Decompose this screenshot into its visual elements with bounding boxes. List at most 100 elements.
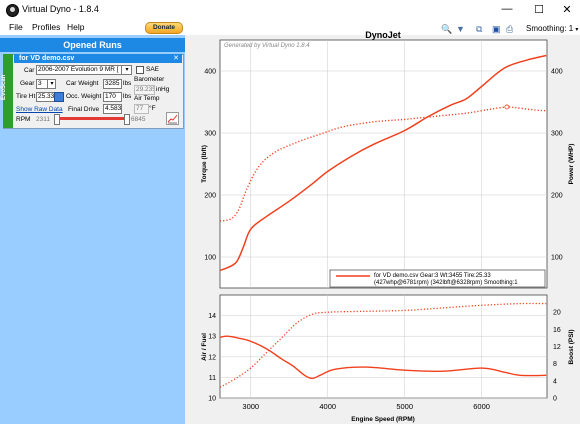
air-fuel-axis-label: Air / Fuel <box>201 333 208 361</box>
air-fuel-tick-label: 13 <box>208 334 216 341</box>
run-chart-icon[interactable] <box>166 112 179 125</box>
close-run-icon[interactable]: ✕ <box>173 55 179 62</box>
smoothing-dropdown[interactable]: Smoothing: 1 ▾ <box>526 24 578 33</box>
afr-boost-plot-area <box>219 294 548 399</box>
rpm-max-value: 6845 <box>131 116 146 123</box>
boost-curve <box>219 302 547 388</box>
chevron-down-icon: ▾ <box>575 27 579 33</box>
gear-select-value: 3 <box>38 80 42 87</box>
tire-calculator-icon[interactable] <box>54 92 64 102</box>
dyno-title: DynoJet <box>365 30 401 40</box>
print-icon[interactable]: ⎙ <box>506 24 514 34</box>
afr-boost-tick-labels: 10 11 12 13 14 0 4 8 12 16 20 3000 4000 5000 6000 <box>208 310 561 411</box>
car-weight-unit: lbs <box>123 80 132 87</box>
gear-dropdown-button[interactable]: ▾ <box>47 79 56 89</box>
car-weight-label: Car Weight <box>66 80 99 87</box>
power-curve <box>219 54 547 272</box>
title-bar <box>0 0 580 19</box>
power-tick-label: 200 <box>551 193 563 200</box>
rpm-tick-label: 6000 <box>473 402 490 411</box>
air-temp-label: Air Temp <box>134 95 160 102</box>
dyno-plot-area <box>219 39 548 289</box>
car-weight-input[interactable]: 3285 <box>103 79 122 89</box>
donate-button[interactable]: Donate <box>145 22 183 34</box>
car-select-value: 2006-2007 Evolution 9 MR [ <box>38 66 119 73</box>
sae-checkbox[interactable] <box>136 66 144 74</box>
copy-icon[interactable]: ⧉ <box>476 24 483 34</box>
sae-label: SAE <box>146 66 160 73</box>
barometer-input[interactable]: 29.235 <box>134 85 155 95</box>
occ-weight-input[interactable]: 170 <box>103 92 122 102</box>
chart-line-icon <box>167 114 178 124</box>
window-title: Virtual Dyno - 1.8.4 <box>22 4 99 14</box>
air-fuel-tick-label: 10 <box>208 396 216 403</box>
zoom-icon[interactable]: 🔍 <box>441 24 453 34</box>
legend-box <box>329 269 546 288</box>
boost-tick-label: 8 <box>553 361 557 368</box>
power-tick-label: 400 <box>551 69 563 76</box>
afr-boost-grid <box>220 295 547 399</box>
chevron-down-icon: ▾ <box>50 81 54 87</box>
engine-speed-axis-label: Engine Speed (RPM) <box>351 416 415 423</box>
torque-tick-label: 200 <box>204 193 216 200</box>
maximize-button[interactable]: ☐ <box>534 4 544 16</box>
dyno-series <box>219 54 547 272</box>
rpm-max-handle[interactable] <box>124 114 130 125</box>
save-icon[interactable]: ▣ <box>492 24 501 34</box>
air-fuel-tick-label: 12 <box>208 354 216 361</box>
gear-label: Gear <box>20 80 35 87</box>
air-temp-input[interactable]: 77 <box>134 104 149 114</box>
torque-tick-label: 100 <box>204 255 216 262</box>
air-fuel-curve <box>219 335 547 380</box>
barometer-unit: inHg <box>156 86 170 93</box>
legend-line1: for VD demo.csv Gear:3 Wt:3455 Tire:25.3… <box>374 273 491 279</box>
menu-file[interactable]: File <box>9 22 23 32</box>
air-fuel-tick-label: 11 <box>209 375 216 382</box>
rpm-min-handle[interactable] <box>54 114 60 125</box>
boost-tick-label: 16 <box>553 327 561 334</box>
boost-tick-label: 0 <box>553 396 557 403</box>
dyno-tick-labels: 100 100 200 200 300 300 400 400 <box>204 69 562 262</box>
rpm-min-value: 2311 <box>36 116 50 123</box>
menu-help[interactable]: Help <box>67 22 85 32</box>
dyno-grid <box>220 40 547 288</box>
close-window-button[interactable]: ✕ <box>562 4 572 16</box>
power-tick-label: 300 <box>551 131 563 138</box>
final-drive-input[interactable]: 4.583 <box>103 104 122 114</box>
run-title: for VD demo.csv <box>14 54 182 63</box>
car-dropdown-button[interactable]: ▾ <box>121 65 132 75</box>
power-axis-label: Power (WHP) <box>568 144 575 185</box>
minimize-button[interactable]: — <box>501 3 513 15</box>
filter-icon[interactable]: ▼ <box>456 24 465 34</box>
rpm-tick-label: 5000 <box>396 402 413 411</box>
car-label: Car <box>24 67 35 74</box>
peak-torque-marker <box>504 104 510 110</box>
legend-line2: (427whp@6781rpm) (342lbft@6328rpm) Smoot… <box>374 280 518 286</box>
show-raw-data-link[interactable]: Show Raw Data <box>16 106 63 113</box>
app-icon <box>6 4 19 17</box>
rpm-tick-label: 4000 <box>319 402 336 411</box>
smoothing-label: Smoothing: 1 <box>526 24 574 33</box>
barometer-label: Barometer <box>134 76 165 83</box>
boost-axis-label: Boost (PSI) <box>568 329 575 364</box>
boost-tick-label: 4 <box>553 378 557 385</box>
run-source-strip <box>3 54 13 128</box>
tire-height-label: Tire Ht <box>16 93 36 100</box>
power-tick-label: 100 <box>551 255 563 262</box>
watermark-text: Generated by Virtual Dyno 1.8.4 <box>224 43 310 49</box>
rpm-range-slider[interactable] <box>56 117 126 120</box>
occ-weight-unit: lbs <box>123 93 132 100</box>
menu-profiles[interactable]: Profiles <box>32 22 61 32</box>
final-drive-label: Final Drive <box>68 106 100 113</box>
opened-runs-header: Opened Runs <box>0 38 185 52</box>
boost-tick-label: 20 <box>553 310 561 317</box>
afr-boost-series <box>219 302 547 388</box>
torque-tick-label: 400 <box>204 69 216 76</box>
rpm-tick-label: 3000 <box>242 402 259 411</box>
chevron-down-icon: ▾ <box>125 67 129 73</box>
torque-tick-label: 300 <box>204 131 216 138</box>
air-temp-unit: °F <box>149 105 156 112</box>
torque-axis-label: Torque (lbft) <box>201 145 208 183</box>
occ-weight-label: Occ. Weight <box>66 93 102 100</box>
